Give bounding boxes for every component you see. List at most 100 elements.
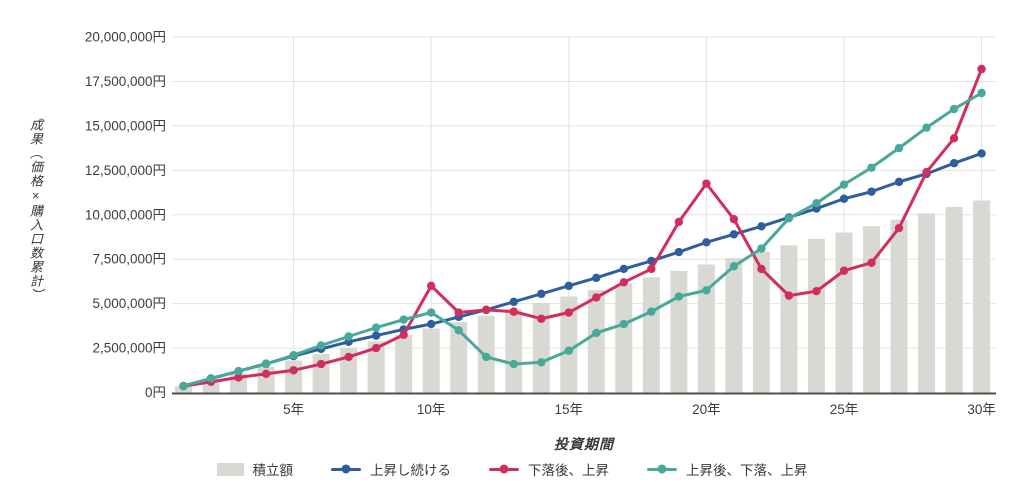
- data-point: [647, 307, 656, 316]
- data-point: [729, 230, 739, 239]
- data-point: [537, 358, 546, 367]
- data-point: [977, 88, 986, 98]
- data-point: [564, 346, 573, 355]
- data-point: [729, 214, 739, 224]
- data-point: [894, 177, 904, 187]
- data-point: [977, 149, 986, 158]
- data-point: [509, 359, 518, 369]
- data-point: [509, 297, 518, 307]
- data-point: [839, 266, 849, 275]
- data-point: [509, 307, 518, 316]
- data-point: [592, 328, 601, 338]
- x-tick-label: 15年: [555, 402, 584, 417]
- data-point: [867, 258, 876, 267]
- bar: [505, 309, 523, 393]
- data-point: [537, 289, 546, 299]
- data-point: [482, 305, 491, 315]
- data-point: [234, 373, 243, 382]
- data-point: [261, 369, 271, 379]
- y-tick-label: 5,000,000円: [92, 296, 166, 311]
- data-point: [564, 281, 573, 291]
- data-point: [426, 319, 436, 329]
- data-point: [757, 222, 766, 231]
- bar: [587, 290, 605, 393]
- legend-item-fall-then-rise: 下落後、上昇: [489, 459, 609, 479]
- bar: [670, 270, 688, 393]
- x-axis-title: 投資期間: [554, 436, 614, 452]
- data-point: [316, 341, 326, 350]
- bar: [615, 283, 633, 393]
- data-point: [647, 264, 656, 274]
- data-point: [564, 308, 573, 317]
- data-point: [482, 352, 491, 362]
- data-point: [757, 264, 766, 274]
- data-point: [949, 104, 959, 114]
- chart-legend: 積立額 上昇し続ける 下落後、上昇 上昇後、下落、上昇: [0, 458, 1024, 480]
- legend-label: 上昇し続ける: [370, 463, 451, 478]
- data-point: [867, 187, 876, 196]
- y-axis-title: 成果（価格×購入口数累計）: [28, 118, 43, 302]
- bar: [642, 277, 660, 393]
- series-line-2: [182, 91, 984, 388]
- data-point: [371, 323, 381, 332]
- data-point: [619, 319, 629, 329]
- data-point: [922, 123, 931, 132]
- series-line-1: [182, 67, 984, 388]
- bar: [560, 296, 578, 393]
- legend-line-marker-icon: [647, 464, 677, 474]
- data-point: [894, 223, 904, 233]
- data-point: [702, 238, 711, 247]
- bar: [807, 238, 825, 393]
- data-point: [674, 247, 684, 257]
- data-point: [867, 163, 876, 172]
- y-tick-label: 20,000,000円: [85, 30, 166, 45]
- bar: [890, 219, 908, 393]
- y-tick-label: 7,500,000円: [92, 252, 166, 267]
- y-tick-label: 15,000,000円: [85, 118, 166, 133]
- bar: [973, 200, 991, 393]
- data-point: [729, 262, 739, 271]
- data-point: [674, 292, 684, 301]
- data-point: [371, 343, 381, 353]
- data-point: [399, 315, 408, 324]
- x-tick-label: 5年: [283, 402, 304, 417]
- data-point: [289, 350, 298, 360]
- legend-line-marker-icon: [331, 464, 361, 474]
- data-point: [619, 278, 629, 287]
- bar: [725, 258, 743, 393]
- x-tick-label: 20年: [692, 402, 721, 417]
- legend-label: 下落後、上昇: [528, 463, 609, 478]
- bar: [395, 334, 413, 393]
- legend-label: 上昇後、下落、上昇: [686, 463, 808, 478]
- data-point: [592, 273, 601, 283]
- data-point: [839, 194, 849, 203]
- bar: [532, 302, 550, 393]
- data-point: [812, 286, 821, 296]
- data-point: [179, 381, 188, 391]
- data-point: [839, 180, 849, 189]
- y-tick-label: 2,500,000円: [92, 341, 166, 356]
- data-point: [922, 167, 931, 177]
- data-point: [206, 374, 216, 383]
- data-point: [784, 214, 794, 223]
- legend-line-marker-icon: [489, 464, 519, 474]
- data-point: [812, 198, 821, 208]
- x-tick-label: 25年: [830, 402, 859, 417]
- data-point: [426, 281, 436, 291]
- data-point: [757, 244, 766, 253]
- data-point: [316, 359, 326, 369]
- y-tick-label: 17,500,000円: [85, 74, 166, 89]
- y-tick-label: 10,000,000円: [85, 207, 166, 222]
- data-point: [261, 359, 271, 369]
- bar: [697, 264, 715, 393]
- bar: [863, 226, 880, 393]
- legend-item-tsumitate: 積立額: [216, 459, 294, 479]
- data-point: [702, 286, 711, 295]
- data-point: [399, 330, 408, 339]
- legend-label: 積立額: [252, 463, 294, 478]
- bar: [752, 251, 770, 393]
- bar: [367, 341, 385, 393]
- legend-bar-swatch-icon: [216, 462, 244, 476]
- bar: [945, 206, 963, 393]
